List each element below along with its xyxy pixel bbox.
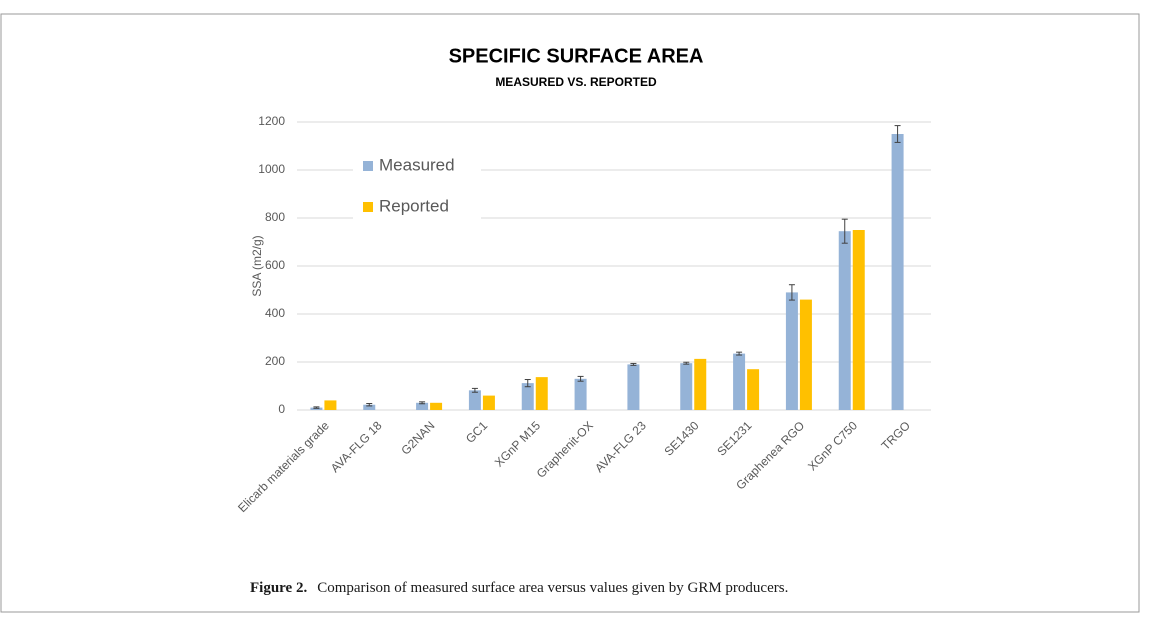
error-bar [788, 284, 795, 301]
x-tick-label: XGnP M15 [492, 418, 543, 469]
bar [747, 369, 760, 410]
error-bar [736, 351, 743, 356]
bar [694, 358, 707, 410]
x-tick-label: G2NAN [398, 418, 437, 457]
error-bar [577, 375, 584, 382]
x-tick-label: XGnP C750 [805, 418, 860, 473]
y-tick-label: 0 [278, 402, 285, 416]
x-tick-label: SE1430 [662, 418, 702, 458]
error-bar [630, 362, 637, 366]
caption-label: Figure 2. [250, 580, 307, 596]
x-tick-label: AVA-FLG 23 [592, 418, 649, 475]
legend-background [353, 150, 481, 226]
caption-text: Comparison of measured surface area vers… [317, 580, 788, 596]
legend-label: Reported [379, 196, 449, 215]
y-tick-label: 400 [265, 306, 285, 320]
error-bar [471, 387, 478, 393]
legend-swatch [363, 202, 373, 212]
bar [363, 404, 376, 410]
y-tick-label: 600 [265, 258, 285, 272]
caption: Figure 2. Comparison of measured surface … [250, 580, 788, 596]
bar [852, 230, 865, 410]
bar [430, 402, 443, 410]
error-bar [366, 403, 373, 407]
frame [0, 13, 1140, 613]
y-tick-label: 800 [265, 210, 285, 224]
bar [733, 353, 746, 410]
y-tick-label: 1000 [258, 162, 285, 176]
bar [324, 400, 337, 410]
bar [482, 395, 495, 410]
error-bar [524, 379, 531, 388]
x-tick-label: Graphenit-OX [534, 418, 596, 480]
bar [574, 378, 587, 410]
y-tick-label: 200 [265, 354, 285, 368]
error-bar [894, 125, 901, 143]
x-tick-label: SE1231 [714, 418, 754, 458]
bar [785, 292, 798, 410]
error-bar [841, 218, 848, 244]
x-tick-label: TRGO [879, 418, 913, 452]
x-tick-label: AVA-FLG 18 [328, 418, 385, 475]
error-bar [683, 361, 690, 365]
y-axis-label: SSA (m2/g) [250, 235, 264, 296]
bar [627, 364, 640, 410]
bar [416, 402, 429, 410]
bar [535, 377, 548, 410]
bar [468, 390, 481, 410]
chart-subtitle: MEASURED VS. REPORTED [495, 75, 657, 89]
y-tick-label: 1200 [258, 114, 285, 128]
bar [521, 383, 534, 410]
bar [838, 231, 851, 410]
bar [799, 299, 812, 410]
chart-title: SPECIFIC SURFACE AREA [449, 45, 704, 67]
x-tick-label: Elicarb materials grade [235, 418, 332, 515]
error-bar [419, 401, 426, 405]
bar [680, 363, 693, 410]
bar [891, 134, 904, 410]
legend-swatch [363, 161, 373, 171]
error-bar [313, 406, 320, 409]
x-tick-label: GC1 [463, 418, 491, 446]
legend-label: Measured [379, 155, 455, 174]
